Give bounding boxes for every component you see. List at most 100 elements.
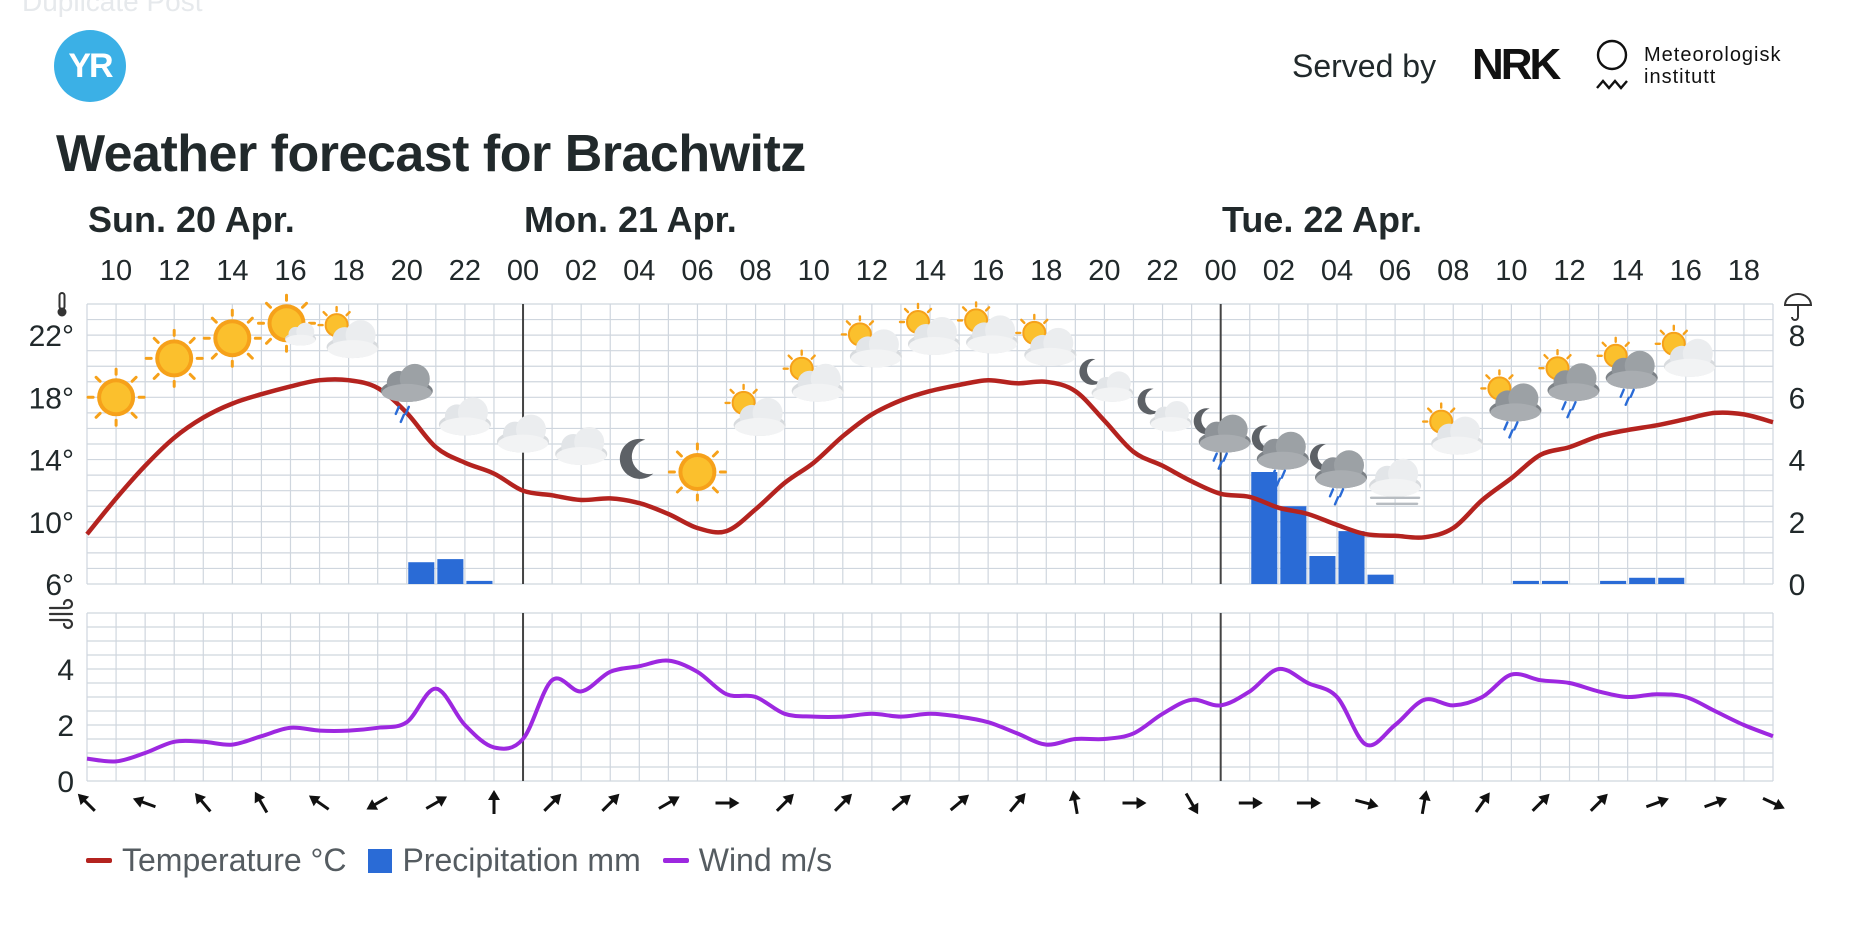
hour-tick-label: 00 <box>507 255 539 287</box>
precipitation-bar <box>1541 580 1569 584</box>
legend-temperature[interactable]: Temperature °C <box>86 842 346 879</box>
cloudy-icon <box>555 427 608 465</box>
temperature-tick-label: 18° <box>29 382 74 415</box>
duplicate-post-ghost-text: Duplicate Post <box>22 0 203 17</box>
wind-direction-arrow-icon <box>1642 791 1673 814</box>
wind-direction-arrow-icon <box>1758 791 1789 816</box>
hour-tick-label: 02 <box>1263 255 1295 287</box>
day-label: Sun. 20 Apr. <box>88 199 295 240</box>
hour-tick-label: 12 <box>158 255 190 287</box>
precipitation-tick-label: 0 <box>1789 569 1806 602</box>
wind-direction-arrow-icon <box>538 788 568 817</box>
wind-direction-arrow-icon <box>361 790 392 817</box>
precipitation-tick-label: 4 <box>1789 445 1806 478</box>
hour-tick-label: 20 <box>391 255 423 287</box>
hour-tick-label: 18 <box>332 255 364 287</box>
hour-tick-label: 08 <box>1437 255 1469 287</box>
wind-line <box>86 658 1774 764</box>
thermometer-icon <box>57 292 67 317</box>
wind-direction-arrow-icon <box>1469 787 1497 817</box>
wind-direction-arrow-icon <box>596 788 626 817</box>
legend-temperature-label: Temperature °C <box>122 842 347 878</box>
legend-wind[interactable]: Wind m/s <box>662 842 833 879</box>
hour-tick-label: 08 <box>739 255 771 287</box>
precipitation-bar <box>408 562 435 584</box>
hour-tick-label: 18 <box>1728 255 1760 287</box>
fair-night-icon <box>1137 388 1192 432</box>
precipitation-bar <box>1367 574 1394 584</box>
legend-precipitation-swatch <box>368 848 393 873</box>
partly-cloudy-day-icon <box>1421 402 1484 455</box>
precipitation-bar <box>1629 577 1656 584</box>
wind-direction-arrow-icon <box>829 788 858 817</box>
wind-icon <box>48 598 74 630</box>
hour-tick-label: 12 <box>1553 255 1585 287</box>
wind-direction-arrow-icon <box>714 795 741 811</box>
hour-tick-label: 12 <box>856 255 888 287</box>
chart-legend: Temperature °C Precipitation mm Wind m/s <box>86 842 854 879</box>
wind-direction-arrow-icon <box>1179 788 1205 819</box>
hour-tick-label: 10 <box>100 255 132 287</box>
hour-tick-label: 16 <box>1670 255 1702 287</box>
hour-tick-label: 06 <box>681 255 713 287</box>
met-logo[interactable]: Meteorologisk institutt <box>1644 44 1782 88</box>
served-by-label: Served by <box>1292 48 1437 84</box>
nrk-logo[interactable]: NRK <box>1472 40 1561 89</box>
hour-tick-label: 18 <box>1030 255 1062 287</box>
precipitation-tick-label: 2 <box>1789 507 1806 540</box>
wind-direction-arrow-icon <box>1526 788 1556 817</box>
yr-logo[interactable]: YR <box>54 30 126 102</box>
legend-wind-label: Wind m/s <box>698 842 833 878</box>
wind-direction-arrow-icon <box>129 791 159 814</box>
legend-precipitation[interactable]: Precipitation mm <box>368 842 641 879</box>
cloudy-icon <box>438 397 491 436</box>
partly-cloudy-day-icon <box>1015 313 1077 366</box>
hour-tick-label: 14 <box>914 255 946 287</box>
wind-direction-arrow-icon <box>887 788 917 817</box>
wind-direction-arrow-icon <box>1701 791 1731 814</box>
wind-direction-arrow-icon <box>1295 795 1323 811</box>
wind-direction-arrow-icon <box>1004 787 1032 817</box>
hour-tick-label: 22 <box>1146 255 1178 287</box>
partly-cloudy-day-icon <box>1654 324 1716 377</box>
met-logo-line1: Meteorologisk <box>1644 44 1782 66</box>
page-title: Weather forecast for Brachwitz <box>56 125 806 183</box>
partly-cloudy-day-icon <box>956 301 1019 354</box>
wind-direction-arrow-icon <box>1585 788 1614 817</box>
wind-tick-label: 4 <box>57 654 74 687</box>
partly-cloudy-day-icon <box>840 315 902 368</box>
temperature-line <box>85 377 1774 540</box>
hour-tick-label: 04 <box>623 255 655 287</box>
hour-tick-label: 14 <box>1612 255 1644 287</box>
wind-direction-arrow-icon <box>1121 795 1148 811</box>
precipitation-bar <box>1251 472 1278 584</box>
wind-direction-arrow-icon <box>304 789 334 816</box>
hour-tick-label: 00 <box>1205 255 1237 287</box>
hour-tick-label: 14 <box>216 255 248 287</box>
wind-tick-label: 2 <box>57 710 74 743</box>
precipitation-bar <box>1512 580 1539 584</box>
legend-temperature-swatch <box>86 858 112 863</box>
wind-direction-arrow-icon <box>771 788 800 817</box>
precipitation-bar <box>1309 556 1336 584</box>
wind-direction-arrow-icon <box>72 788 101 817</box>
legend-wind-swatch <box>662 858 689 863</box>
clear-sky-night-icon <box>619 438 654 479</box>
wind-direction-arrow-icon <box>1065 787 1085 817</box>
temperature-tick-label: 14° <box>29 445 74 478</box>
temperature-tick-label: 22° <box>29 320 74 353</box>
hour-tick-label: 16 <box>972 255 1004 287</box>
precipitation-bar <box>437 559 464 584</box>
partly-cloudy-day-icon <box>782 349 844 402</box>
hour-tick-label: 10 <box>798 255 830 287</box>
hour-tick-label: 16 <box>274 255 306 287</box>
precipitation-tick-label: 6 <box>1789 382 1806 415</box>
met-logo-icon <box>1596 39 1628 90</box>
met-logo-line2: institutt <box>1644 66 1717 88</box>
wind-direction-arrow-icon <box>248 787 274 818</box>
day-label: Mon. 21 Apr. <box>524 199 737 240</box>
rain-showers-night-icon <box>1309 443 1367 506</box>
temperature-tick-label: 10° <box>29 507 74 540</box>
yr-logo-text: YR <box>68 46 113 85</box>
